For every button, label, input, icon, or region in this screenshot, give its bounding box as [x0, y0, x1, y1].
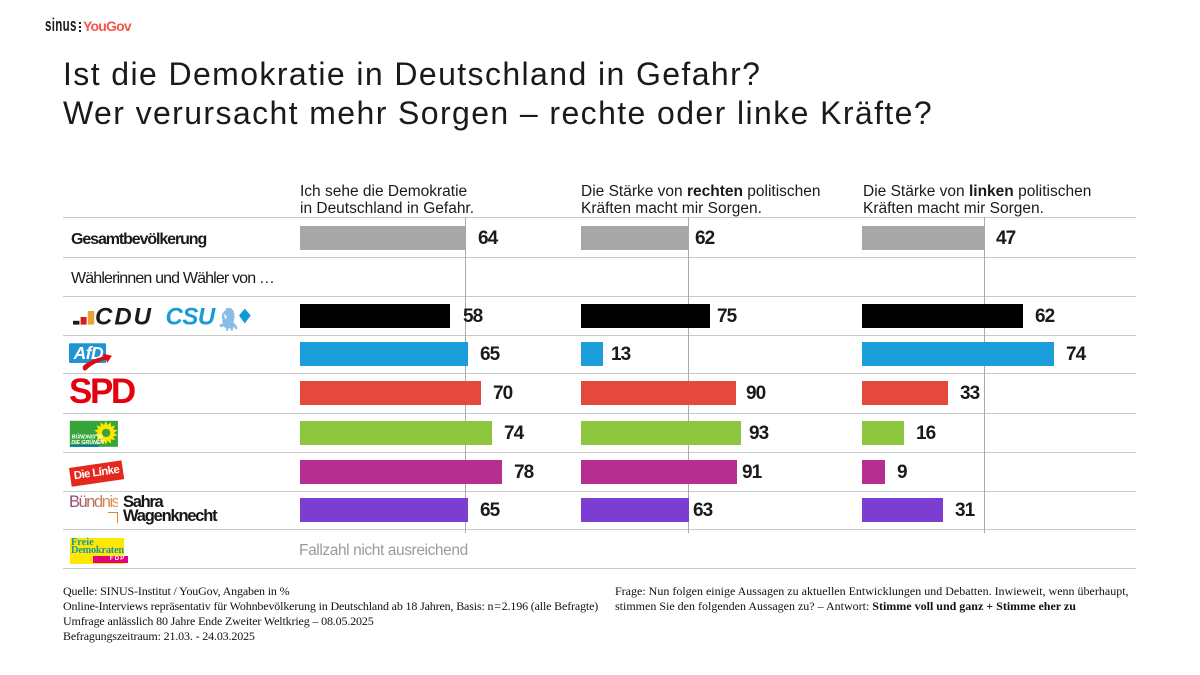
svg-text:DIE GRÜNEN: DIE GRÜNEN	[71, 439, 104, 446]
svg-text:AfD: AfD	[73, 343, 104, 363]
svg-text:CDU: CDU	[95, 304, 153, 331]
svg-text:CSU: CSU	[166, 304, 216, 331]
svg-text:BÜNDNIS 90: BÜNDNIS 90	[72, 433, 103, 440]
